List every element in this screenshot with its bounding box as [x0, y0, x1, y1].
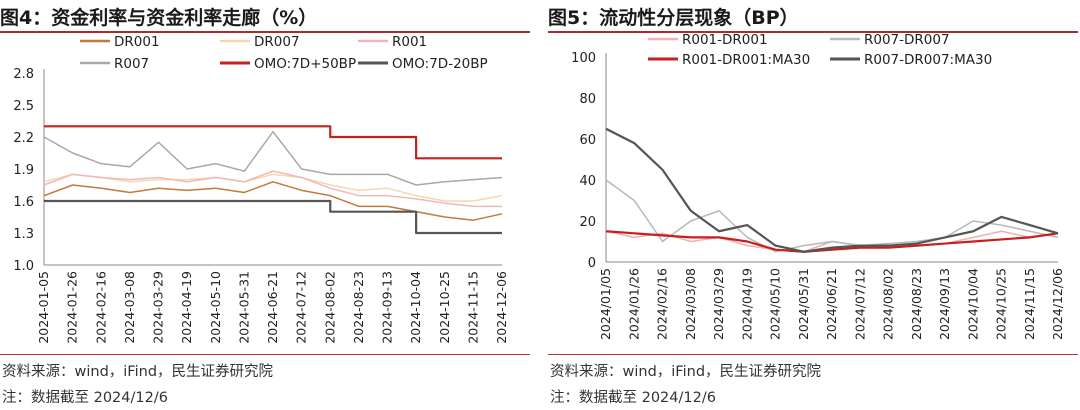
- x-tick-label: 2024/10/25: [994, 268, 1009, 340]
- x-tick-label: 2024-10-04: [408, 271, 423, 344]
- x-tick-label: 2024-09-13: [380, 271, 395, 344]
- x-tick-label: 2024-07-12: [294, 271, 309, 344]
- x-tick-label: 2024/01/26: [626, 268, 641, 340]
- y-tick-label: 1.9: [13, 163, 34, 178]
- y-tick-label: 40: [579, 174, 596, 189]
- series-line-r007-dr007: [605, 179, 1059, 253]
- x-tick-label: 2024/11/15: [1022, 268, 1037, 340]
- x-tick-label: 2024/05/10: [768, 268, 783, 340]
- chart-title: 图5：流动性分层现象（BP）: [548, 7, 799, 29]
- title-rule: [0, 31, 530, 33]
- y-tick-label: 60: [579, 133, 596, 148]
- series-line-omo-7d-50bp: [44, 125, 502, 160]
- series-line-r007: [43, 130, 503, 186]
- x-tick-label: 2024-08-02: [322, 271, 337, 344]
- chart-liquidity-tiering: 0 20 40 60 80 100 2024/01/05 2024/01/26 2024/02/…: [571, 32, 1065, 340]
- x-tick-label: 2024/02/16: [655, 268, 670, 340]
- x-tick-label: 2024/09/13: [937, 268, 952, 340]
- x-tick-label: 2024-08-23: [351, 271, 366, 344]
- date-note: 注：数据截至 2024/12/6: [2, 390, 168, 406]
- x-tick-label: 2024/04/19: [739, 268, 754, 340]
- x-tick-label: 2024/12/06: [1050, 268, 1065, 340]
- footer-rule: [0, 354, 530, 355]
- x-tick-label: 2024/07/12: [852, 268, 867, 340]
- legend-label: DR007: [254, 34, 300, 50]
- x-tick-label: 2024/08/23: [909, 268, 924, 340]
- x-tick-label: 2024-11-15: [465, 271, 480, 344]
- y-tick-label: 2.5: [13, 99, 34, 114]
- y-tick-label: 100: [571, 51, 596, 66]
- x-tick-label: 2024/08/02: [881, 268, 896, 340]
- legend-label: DR001: [114, 34, 160, 50]
- footer-rule: [548, 354, 1078, 355]
- x-tick-label: 2024-05-31: [236, 271, 251, 344]
- x-tick-label: 2024/03/29: [711, 268, 726, 340]
- y-tick-label: 2.2: [13, 131, 34, 146]
- chart-rates-corridor: 1.0 1.3 1.6 1.9 2.2 2.5 2.8 2024-01-05 2024-01-2…: [13, 34, 509, 344]
- chart-title: 图4：资金利率与资金利率走廊（%）: [0, 7, 318, 29]
- x-tick-label: 2024-05-10: [208, 271, 223, 344]
- legend-label: OMO:7D+50BP: [254, 56, 356, 72]
- x-tick-label: 2024-12-06: [494, 271, 509, 344]
- x-tick-label: 2024-01-05: [36, 271, 51, 344]
- panel-rates-corridor: 图4：资金利率与资金利率走廊（%） 1.0 1.3 1.6 1.9 2.2 2.5 2.8 2…: [0, 0, 530, 410]
- x-tick-label: 2024-04-19: [179, 271, 194, 344]
- legend-label: OMO:7D-20BP: [392, 56, 488, 72]
- y-tick-label: 1.6: [13, 195, 34, 210]
- panel-liquidity-tiering: 图5：流动性分层现象（BP） 0 20 40 60 80 100 2024/01/05 202…: [548, 0, 1078, 410]
- date-note: 注：数据截至 2024/12/6: [550, 390, 716, 406]
- y-tick-label: 20: [579, 215, 596, 230]
- legend-label: R007: [114, 56, 149, 72]
- series-line-dr001: [43, 181, 503, 221]
- series-line-omo-7d-20bp: [44, 199, 502, 235]
- series-line-dr007: [43, 173, 503, 202]
- x-tick-label: 2024-03-29: [151, 271, 166, 344]
- x-tick-label: 2024/10/04: [965, 268, 980, 340]
- x-tick-label: 2024-02-16: [93, 271, 108, 344]
- legend-label: R007-DR007:MA30: [864, 52, 992, 68]
- legend-label: R001-DR001: [682, 32, 768, 48]
- x-tick-label: 2024-03-08: [122, 271, 137, 344]
- legend-label: R001: [392, 34, 427, 50]
- y-tick-label: 80: [579, 92, 596, 107]
- title-rule: [548, 31, 1078, 33]
- source-note: 资料来源：wind，iFind，民生证券研究院: [2, 364, 274, 380]
- x-tick-label: 2024/01/05: [598, 268, 613, 340]
- legend-label: R001-DR001:MA30: [682, 52, 810, 68]
- y-tick-label: 0: [588, 256, 596, 271]
- x-tick-label: 2024-10-25: [437, 271, 452, 344]
- legend-label: R007-DR007: [864, 32, 950, 48]
- x-tick-label: 2024/05/31: [796, 268, 811, 340]
- x-tick-label: 2024-01-26: [65, 271, 80, 344]
- x-tick-label: 2024/03/08: [683, 268, 698, 340]
- y-tick-label: 1.0: [13, 259, 34, 274]
- series-line-r007-dr007-ma30: [605, 127, 1059, 253]
- series-line-r001: [43, 170, 502, 208]
- series-line-r001-dr001-ma30: [605, 230, 1059, 253]
- y-tick-label: 1.3: [13, 227, 34, 242]
- x-tick-label: 2024/06/21: [824, 268, 839, 340]
- x-tick-label: 2024-06-21: [265, 271, 280, 344]
- source-note: 资料来源：wind，iFind，民生证券研究院: [550, 364, 822, 380]
- y-tick-label: 2.8: [13, 67, 34, 82]
